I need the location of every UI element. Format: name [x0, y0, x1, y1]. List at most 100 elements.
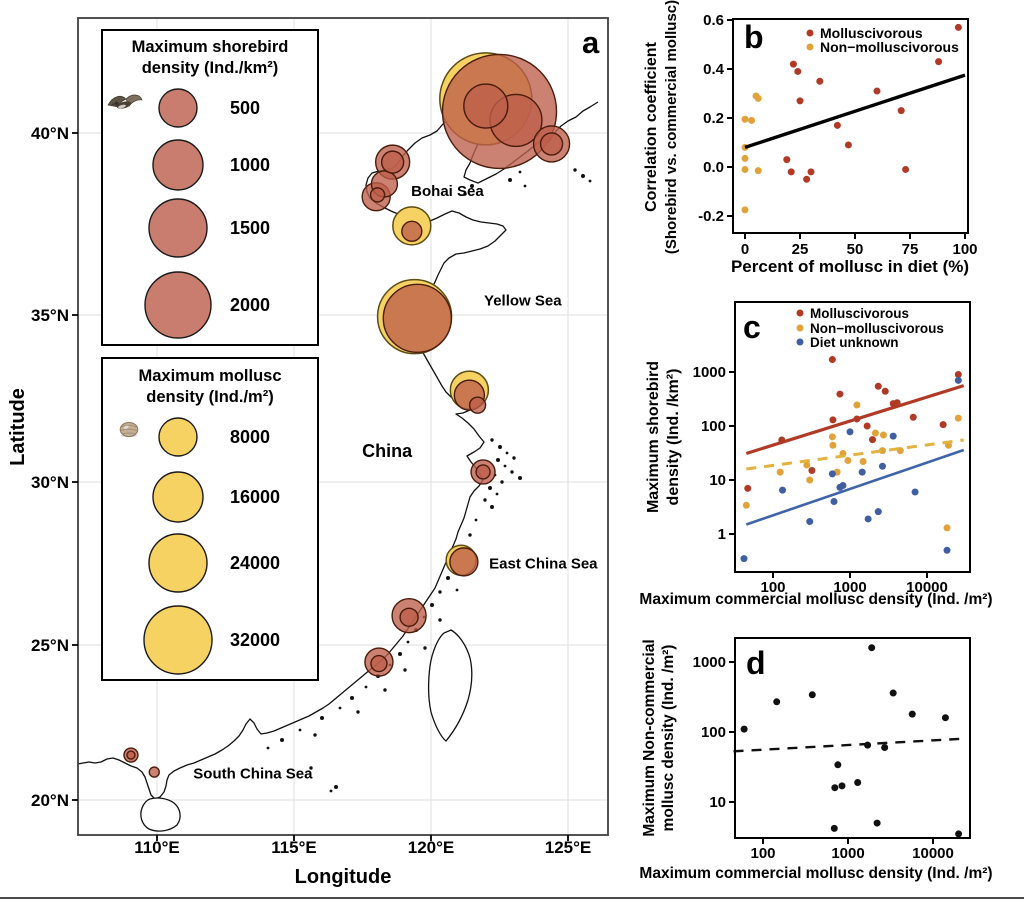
legend-circle [143, 605, 213, 675]
data-point-molluscivorous [744, 484, 752, 492]
data-point-non-molluscivorous [954, 414, 962, 422]
data-point-sites [830, 824, 838, 832]
data-point-diet-unknown [740, 555, 748, 563]
island [329, 789, 333, 793]
data-point-sites [881, 744, 889, 752]
data-point-non-molluscivorous [853, 401, 861, 409]
taiwan-outline [427, 629, 473, 742]
data-point-molluscivorous [808, 466, 816, 474]
data-point-non-molluscivorous [806, 476, 814, 484]
y-tick-label: 0.4 [703, 61, 725, 78]
legend-dot [796, 309, 804, 317]
data-point-molluscivorous [803, 175, 811, 183]
data-point-molluscivorous [902, 165, 910, 173]
y-tick-label: 35°N [31, 306, 69, 325]
data-point-molluscivorous [787, 168, 795, 176]
map-bubble-shorebird [475, 464, 491, 480]
bird-icon [107, 94, 143, 109]
y-tick-label: 0.0 [703, 159, 724, 176]
y-axis-title: Correlation coefficient [643, 41, 660, 211]
y-tick-label: 20°N [31, 791, 69, 810]
data-point-non-molluscivorous [741, 154, 749, 162]
map-bubble-shorebird [399, 607, 419, 627]
data-point-non-molluscivorous [828, 433, 836, 441]
map-bubble-shorebird [370, 654, 388, 673]
hainan-outline [140, 797, 181, 832]
island [356, 710, 360, 714]
panel-d-scatter: 100 1000 10000 1000 100 10 Maximum commercial … [639, 637, 993, 882]
x-tick-label: 25 [792, 241, 809, 258]
island [350, 696, 354, 700]
island [455, 588, 459, 592]
data-point-sites [834, 761, 842, 769]
island [500, 480, 504, 484]
x-tick-label: 125°E [545, 838, 592, 857]
sea-label: Bohai Sea [411, 183, 484, 200]
y-tick-label: 40°N [31, 124, 69, 143]
data-point-diet-unknown [864, 515, 872, 523]
data-point-diet-unknown [839, 482, 847, 490]
island [581, 174, 585, 178]
data-point-molluscivorous [954, 23, 962, 31]
y-tick-label: 1000 [693, 654, 726, 671]
island [508, 178, 512, 182]
data-point-diet-unknown [878, 462, 886, 470]
map-bubble-shorebird [369, 187, 386, 203]
data-point-molluscivorous [939, 421, 947, 429]
data-point-non-molluscivorous [879, 431, 887, 439]
data-point-non-molluscivorous [776, 468, 784, 476]
legend-title: density (Ind./km²) [142, 59, 279, 77]
data-point-sites [808, 691, 816, 699]
data-point-non-molluscivorous [754, 94, 762, 102]
island [474, 518, 478, 522]
island [280, 738, 284, 742]
data-point-molluscivorous [954, 370, 962, 378]
data-point-diet-unknown [874, 508, 882, 516]
data-point-non-molluscivorous [803, 461, 811, 469]
plot-frame [732, 18, 969, 234]
x-tick-label: 75 [902, 241, 919, 258]
legend-circle [158, 417, 198, 457]
data-point-non-molluscivorous [741, 206, 749, 214]
data-point-diet-unknown [943, 546, 951, 554]
island [438, 590, 442, 594]
data-point-sites [955, 830, 963, 838]
legend-title: Maximum mollusc [138, 367, 281, 385]
island [313, 733, 317, 737]
x-tick-label: 120°E [408, 838, 455, 857]
data-point-diet-unknown [911, 488, 919, 496]
y-tick-label: 10 [709, 472, 726, 489]
x-tick-label: 110°E [134, 838, 180, 857]
island [495, 492, 499, 496]
x-tick-label: 0 [741, 241, 749, 258]
panel-c-scatter: 100 1000 10000 1000 100 10 1 Maximum commercial… [639, 301, 993, 608]
legend-title: density (Ind./m²) [146, 388, 273, 406]
plot-frame [734, 637, 971, 839]
legend-value: 500 [230, 98, 260, 118]
island [364, 685, 368, 689]
data-point-sites [740, 725, 748, 733]
map-bubble-shorebird [401, 220, 423, 242]
legend-value: 1500 [230, 218, 270, 238]
island [503, 464, 507, 468]
legend-circle [148, 533, 208, 593]
island [573, 168, 577, 172]
y-tick-label: 100 [701, 418, 726, 435]
island [334, 785, 338, 789]
data-point-diet-unknown [806, 518, 814, 526]
y-axis-title: mollusc density (Ind. /m²) [660, 645, 677, 832]
sea-label: East China Sea [489, 556, 598, 573]
y-tick-label: 1000 [693, 364, 726, 381]
legend-label: Molluscivorous [810, 306, 909, 321]
data-point-sites [838, 782, 846, 790]
island [518, 170, 522, 174]
y-tick-label: 0.6 [703, 12, 724, 29]
island [266, 746, 270, 750]
data-point-molluscivorous [796, 97, 804, 105]
data-point-molluscivorous [869, 436, 877, 444]
y-axis-title: Maximum Non-commercial [641, 639, 658, 836]
map-bubble-shorebird [148, 766, 160, 778]
island [298, 728, 302, 732]
x-tick-label: 1000 [833, 579, 866, 596]
trend-line [733, 737, 963, 753]
